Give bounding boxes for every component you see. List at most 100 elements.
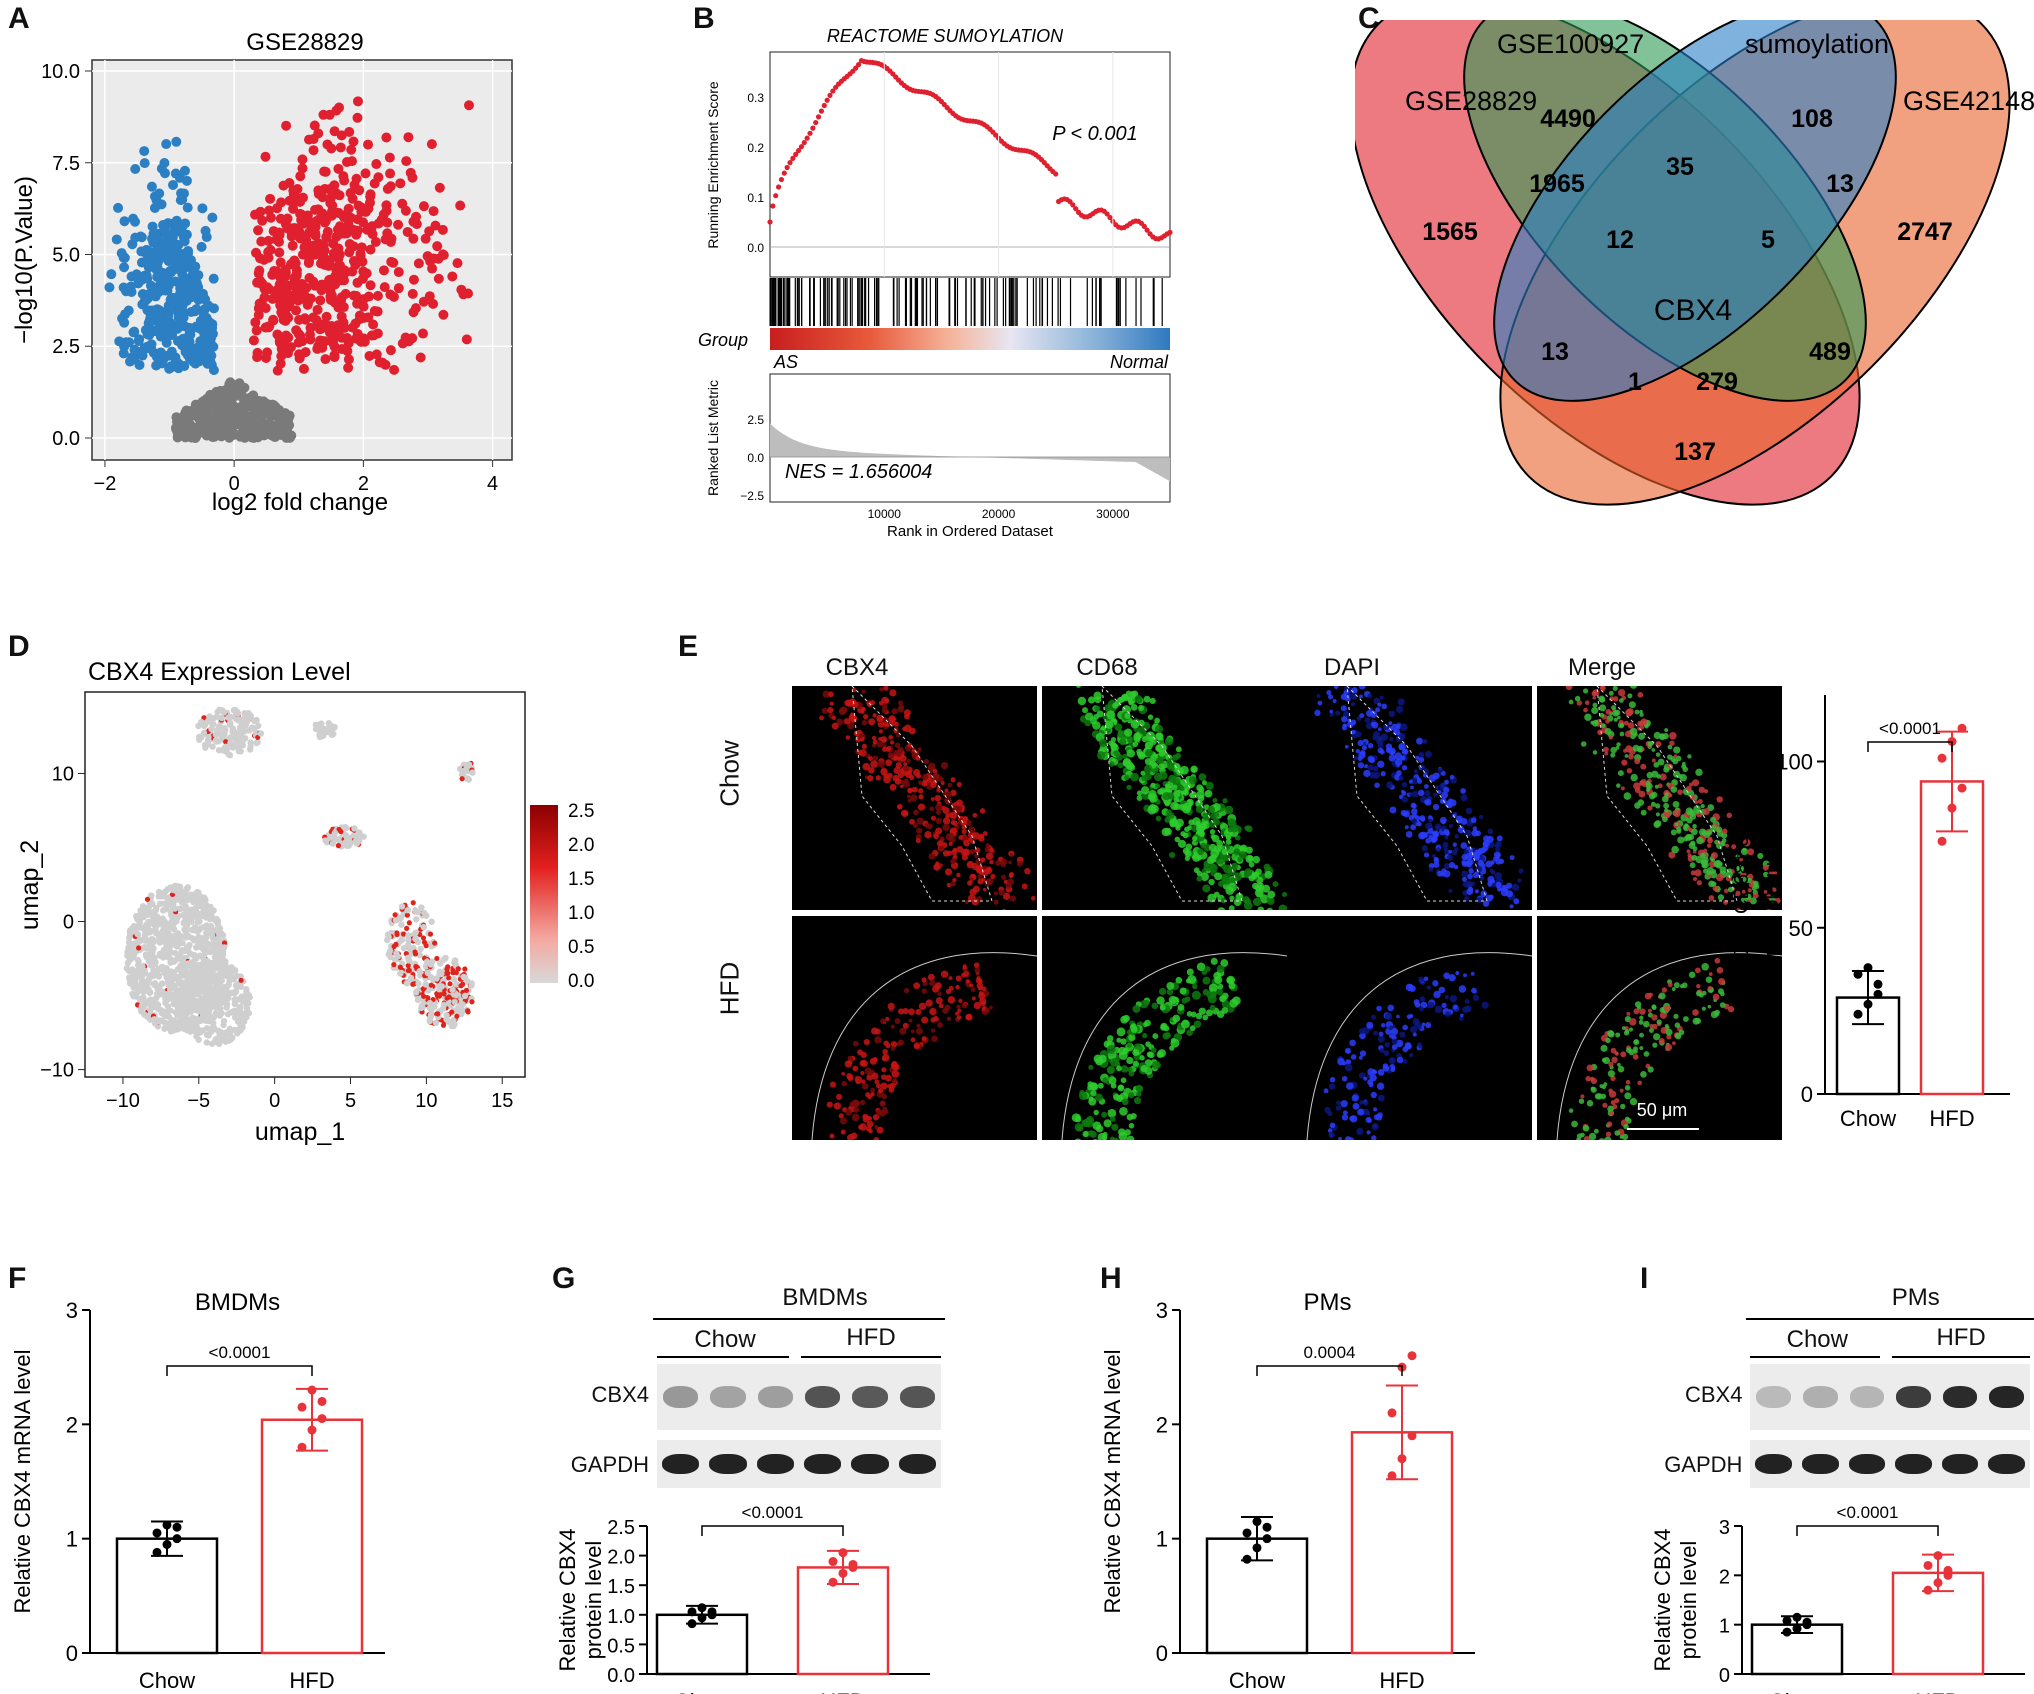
- venn-count-ab: 1965: [1529, 170, 1585, 198]
- umap-point: [465, 1009, 471, 1015]
- umap-point: [173, 1024, 180, 1031]
- volcano-point: [385, 168, 396, 179]
- if-signal: [1367, 742, 1374, 749]
- umap-point: [136, 919, 144, 926]
- umap-point: [453, 970, 459, 976]
- if-signal: [1093, 691, 1102, 700]
- umap-point: [404, 925, 410, 931]
- if-signal: [819, 715, 825, 721]
- umap-point: [336, 826, 342, 833]
- umap-xtick-label: 15: [491, 1090, 513, 1112]
- if-signal: [1698, 786, 1705, 794]
- if-signal: [867, 775, 874, 782]
- if-signal: [1441, 791, 1449, 799]
- volcano-point: [148, 254, 159, 265]
- volcano-point: [259, 284, 270, 295]
- umap-point: [126, 980, 134, 987]
- if-signal: [928, 852, 936, 860]
- if-signal: [1137, 705, 1145, 712]
- umap-point: [398, 921, 405, 928]
- if-signal: [1612, 710, 1619, 717]
- if-signal: [967, 880, 973, 886]
- if-signal: [1513, 898, 1520, 905]
- if-col-label-cd68: CD68: [1076, 654, 1138, 681]
- if-signal: [1741, 889, 1746, 894]
- if-signal: [1278, 904, 1287, 910]
- if-signal: [1630, 773, 1638, 782]
- umap-point: [244, 718, 251, 725]
- volcano-point: [369, 178, 380, 189]
- if-signal: [838, 707, 847, 715]
- volcano-point: [161, 139, 172, 150]
- if-signal: [1373, 697, 1381, 705]
- if-signal: [1695, 809, 1700, 814]
- if-signal: [906, 794, 911, 799]
- umap-legend-label: 0.0: [568, 971, 594, 992]
- volcano-point: [351, 290, 362, 301]
- umap-point: [171, 905, 179, 912]
- if-signal: [1454, 834, 1460, 839]
- umap-point: [182, 979, 189, 987]
- gsea-es-point: [784, 164, 790, 171]
- volcano-point: [165, 362, 176, 373]
- if-signal: [1444, 779, 1449, 785]
- umap-xtick-label: 10: [415, 1090, 437, 1112]
- if-signal: [1687, 834, 1695, 841]
- if-signal: [1673, 746, 1681, 754]
- volcano-point: [346, 212, 357, 223]
- volcano-point: [348, 256, 359, 267]
- if-signal: [1174, 836, 1181, 843]
- volcano-point: [197, 396, 208, 407]
- if-signal: [1367, 755, 1375, 763]
- volcano-point: [311, 315, 322, 326]
- if-signal: [940, 761, 949, 770]
- volcano-point: [255, 275, 266, 286]
- umap-point: [192, 964, 199, 971]
- if-signal: [916, 827, 923, 834]
- venn-count-b: 4490: [1540, 105, 1596, 133]
- if-signal: [1353, 755, 1358, 761]
- volcano-point: [203, 300, 214, 311]
- if-signal: [1398, 742, 1406, 751]
- if-signal: [918, 794, 924, 800]
- if-signal: [1007, 878, 1015, 886]
- umap-point: [238, 977, 244, 983]
- umap-point: [239, 734, 246, 742]
- umap-point: [469, 999, 475, 1005]
- venn-count-abc: 12: [1606, 226, 1634, 254]
- if-signal: [1654, 784, 1659, 789]
- volcano-point: [366, 330, 377, 341]
- if-signal: [1001, 908, 1007, 910]
- if-signal: [1495, 854, 1500, 859]
- if-signal: [894, 742, 901, 748]
- if-signal: [1357, 756, 1363, 762]
- umap-point: [435, 1011, 441, 1017]
- if-signal: [1200, 842, 1207, 849]
- if-signal: [1747, 888, 1752, 893]
- if-signal: [1464, 829, 1472, 837]
- volcano-point: [336, 311, 347, 322]
- if-signal: [1428, 867, 1434, 872]
- if-signal: [1619, 698, 1624, 703]
- umap-point: [243, 1014, 250, 1021]
- if-signal: [907, 787, 913, 794]
- umap-point: [418, 1002, 426, 1009]
- if-signal: [1357, 740, 1364, 747]
- volcano-point: [265, 193, 276, 204]
- if-signal: [956, 799, 963, 807]
- volcano-point: [433, 273, 444, 284]
- volcano-point: [424, 226, 435, 237]
- if-col-label-merge: Merge: [1567, 654, 1637, 681]
- if-signal: [1169, 851, 1176, 859]
- volcano-point: [119, 317, 130, 328]
- if-signal: [1222, 883, 1229, 890]
- if-signal: [1598, 695, 1605, 703]
- if-signal: [1144, 741, 1154, 750]
- volcano-point: [129, 344, 140, 355]
- if-signal: [1237, 856, 1243, 863]
- if-signal: [1397, 698, 1405, 706]
- if-signal: [1188, 819, 1195, 826]
- if-signal: [1228, 882, 1237, 892]
- if-signal: [847, 722, 855, 730]
- panel-label-e: E: [678, 630, 699, 663]
